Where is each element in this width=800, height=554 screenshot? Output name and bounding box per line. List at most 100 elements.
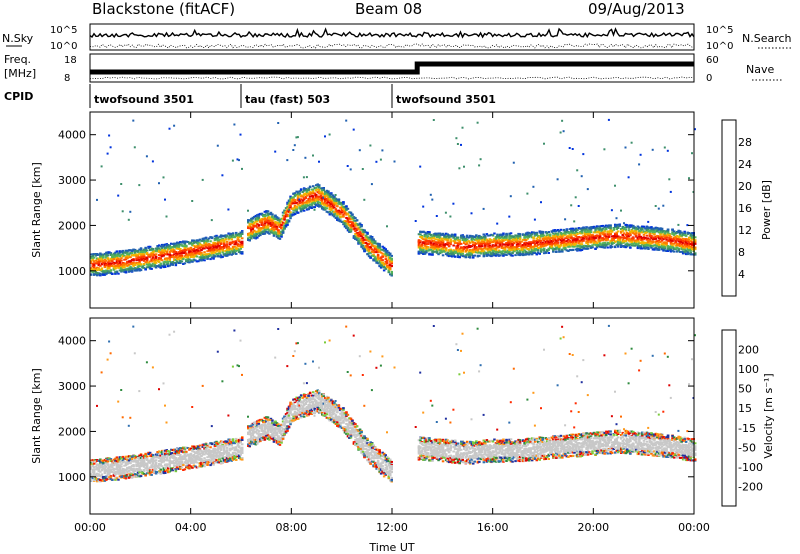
power-cell (345, 213, 348, 216)
power-cell (464, 255, 467, 258)
power-cell (456, 255, 460, 258)
power-cell (567, 250, 570, 252)
power-cell (316, 202, 319, 205)
power-cell (342, 223, 345, 226)
power-cell (123, 270, 126, 273)
power-cell (260, 222, 264, 225)
power-cell (236, 236, 239, 239)
power-cell (440, 238, 443, 241)
power-cell (105, 256, 108, 259)
power-cell (238, 236, 241, 239)
power-cell (228, 247, 232, 250)
power-cell (91, 253, 94, 256)
power-cell (330, 203, 333, 205)
power-cell (366, 233, 369, 236)
power-cell (499, 234, 502, 236)
power-cell (460, 254, 463, 257)
power-cell (260, 231, 264, 234)
power-cell (139, 259, 143, 262)
power-cell (247, 232, 250, 235)
power-cell (527, 248, 531, 251)
power-cell (108, 134, 111, 137)
power-cell (124, 256, 128, 258)
power-cell (154, 264, 158, 267)
power-cell (271, 227, 274, 230)
power-cell (521, 246, 525, 248)
power-cell (310, 198, 313, 201)
power-cell (260, 218, 264, 220)
power-cell (390, 270, 393, 273)
power-cell (357, 240, 360, 243)
power-cell (145, 252, 149, 254)
power-cell (354, 227, 357, 230)
power-cell (512, 238, 516, 241)
power-cell (533, 245, 537, 248)
power-cell (506, 243, 510, 246)
power-cell (117, 266, 120, 269)
power-cell (491, 234, 495, 237)
power-cell (322, 202, 325, 205)
power-cell (133, 254, 137, 256)
power-cell (476, 237, 480, 240)
power-cell (355, 224, 359, 227)
power-cell (307, 193, 310, 196)
power-cell (425, 239, 428, 242)
power-cell (487, 251, 490, 254)
power-cell (302, 209, 306, 212)
power-cell (565, 240, 569, 243)
power-cell (505, 254, 508, 256)
power-cell (330, 195, 333, 198)
power-cell (488, 254, 492, 257)
power-cell (591, 246, 594, 249)
power-cell (389, 253, 392, 256)
power-cell (90, 270, 93, 273)
power-cell (260, 219, 264, 222)
power-cell (580, 175, 583, 178)
power-cell (239, 241, 242, 244)
power-cell (203, 251, 206, 254)
power-cell (529, 241, 532, 244)
power-cell (268, 212, 271, 215)
power-cell (496, 250, 499, 253)
power-cell (491, 249, 495, 252)
power-cell (96, 262, 99, 265)
power-cell (506, 251, 510, 253)
power-cell (558, 230, 561, 233)
power-cell (370, 240, 374, 243)
power-cell (524, 233, 528, 236)
power-cell (417, 239, 421, 242)
power-cell (263, 226, 267, 229)
power-cell (419, 251, 422, 254)
power-cell (142, 250, 146, 253)
power-cell (420, 243, 424, 246)
power-cell (579, 243, 582, 246)
power-cell (440, 249, 443, 252)
power-cell (567, 236, 570, 239)
power-cell (556, 229, 560, 231)
power-cell (553, 233, 557, 236)
power-cell (441, 248, 445, 251)
power-cell (106, 271, 110, 274)
power-cell (373, 251, 377, 254)
power-cell (373, 257, 377, 260)
power-cell (189, 241, 193, 244)
power-cell (333, 199, 336, 202)
power-cell (604, 238, 608, 241)
power-cell (345, 119, 348, 122)
power-cell (508, 215, 511, 218)
power-cell (286, 201, 289, 204)
power-cell (509, 246, 513, 248)
power-cell (458, 252, 461, 255)
power-cell (564, 232, 567, 235)
power-cell (343, 212, 347, 215)
power-cell (188, 242, 191, 245)
power-cell (535, 231, 538, 234)
power-cell (456, 244, 460, 247)
power-cell (173, 245, 176, 247)
power-cell (253, 225, 256, 228)
power-cell (192, 239, 196, 242)
power-cell (571, 230, 575, 233)
power-cell (339, 211, 342, 214)
power-cell (124, 271, 128, 274)
power-cell (177, 251, 181, 254)
